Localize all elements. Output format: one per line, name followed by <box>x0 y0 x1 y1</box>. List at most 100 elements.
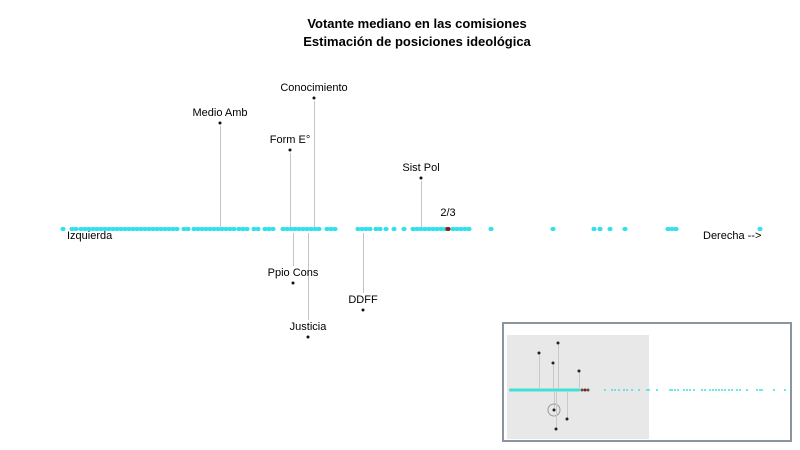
inset-highlight-region <box>507 335 649 439</box>
committee-point <box>306 335 310 339</box>
inset-point <box>683 389 685 391</box>
ideology-point <box>110 227 116 231</box>
committee-leader-line <box>314 101 315 227</box>
committee-label: Medio Amb <box>192 107 248 119</box>
committee-label: Conocimiento <box>280 82 348 94</box>
ideology-point <box>174 227 180 231</box>
ideology-point <box>328 227 334 231</box>
ideology-point <box>312 227 318 231</box>
ideology-point <box>90 227 96 231</box>
ideology-point <box>332 227 338 231</box>
ideology-point <box>82 227 88 231</box>
inset-point <box>731 389 733 391</box>
ideology-point <box>454 227 460 231</box>
inset-leader-line <box>579 373 580 389</box>
inset-point <box>728 389 730 391</box>
committee-point <box>312 96 316 100</box>
ideology-point <box>288 227 294 231</box>
ideology-point <box>488 227 494 231</box>
committee-label: Ppio Cons <box>267 267 319 279</box>
inset-point <box>669 389 671 391</box>
ideology-point <box>170 227 176 231</box>
inset-committee-point <box>551 361 555 365</box>
ideology-point <box>410 227 416 231</box>
ideology-point <box>300 227 306 231</box>
ideology-point <box>223 227 229 231</box>
ideology-point <box>669 227 675 231</box>
inset-point <box>631 389 633 391</box>
ideology-point <box>69 227 75 231</box>
ideology-point <box>166 227 172 231</box>
inset-point <box>638 389 640 391</box>
committee-point <box>361 308 365 312</box>
ideology-point <box>359 227 365 231</box>
inset-dark-point <box>583 388 587 392</box>
ideology-point <box>308 227 314 231</box>
ideology-point <box>146 227 152 231</box>
ideology-point <box>227 227 233 231</box>
ideology-point <box>195 227 201 231</box>
ideology-point <box>434 227 440 231</box>
ideology-point <box>150 227 156 231</box>
inset-point <box>626 389 628 391</box>
ideology-point <box>154 227 160 231</box>
inset-leader-line <box>567 392 568 418</box>
supermajority-label: 2/3 <box>440 207 456 219</box>
ideology-point <box>162 227 168 231</box>
inset-point <box>709 389 711 391</box>
ideology-point <box>266 227 272 231</box>
chart-title-line2: Estimación de posiciones ideológica <box>303 34 531 49</box>
inset-point <box>773 389 775 391</box>
inset-point <box>701 389 703 391</box>
ideology-point <box>430 227 436 231</box>
ideology-point <box>231 227 237 231</box>
ideology-point <box>383 227 389 231</box>
inset-point <box>756 389 758 391</box>
committee-label: Sist Pol <box>402 162 440 174</box>
inset-point <box>671 389 673 391</box>
ideology-point <box>158 227 164 231</box>
ideology-point <box>134 227 140 231</box>
inset-committee-point <box>554 427 558 431</box>
ideology-point <box>458 227 464 231</box>
inset-point <box>674 389 676 391</box>
inset-point <box>693 389 695 391</box>
ideology-point <box>304 227 310 231</box>
inset-dark-point <box>580 388 584 392</box>
ideology-point <box>251 227 257 231</box>
ideology-point <box>94 227 100 231</box>
ideology-point <box>401 227 407 231</box>
ideology-point <box>215 227 221 231</box>
inset-point <box>761 389 763 391</box>
ideology-point <box>98 227 104 231</box>
ideology-point <box>73 227 79 231</box>
inset-point <box>724 389 726 391</box>
ideology-point <box>142 227 148 231</box>
inset-point <box>686 389 688 391</box>
committee-point <box>218 121 222 125</box>
supermajority-point <box>445 227 451 231</box>
inset-highlight-ring <box>547 403 561 417</box>
inset-leader-line <box>558 345 559 389</box>
committee-leader-line <box>363 233 364 293</box>
inset-point <box>689 389 691 391</box>
inset-point <box>677 389 679 391</box>
ideology-point <box>106 227 112 231</box>
inset-committee-point <box>552 408 556 412</box>
inset-point <box>648 389 650 391</box>
ideology-point <box>191 227 197 231</box>
ideology-point <box>284 227 290 231</box>
ideology-point <box>255 227 261 231</box>
ideology-point <box>316 227 322 231</box>
inset-point <box>715 389 717 391</box>
axis-label-derecha: Derecha --> <box>703 230 762 242</box>
ideology-point <box>244 227 250 231</box>
committee-point <box>288 148 292 152</box>
ideology-point <box>219 227 225 231</box>
ideology-point <box>185 227 191 231</box>
ideology-point <box>296 227 302 231</box>
ideology-point <box>414 227 420 231</box>
ideology-point <box>102 227 108 231</box>
